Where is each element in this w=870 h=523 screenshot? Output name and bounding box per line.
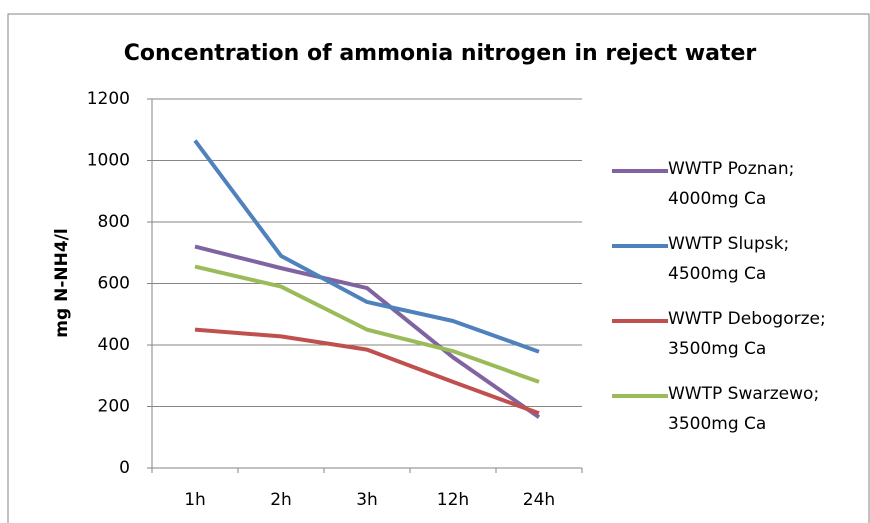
legend-swatch — [612, 244, 668, 248]
legend-item: WWTP Poznan; 4000mg Ca — [612, 158, 862, 233]
legend-label: WWTP Swarzewo; 3500mg Ca — [668, 384, 820, 434]
y-tick-label: 800 — [98, 212, 130, 232]
legend-label: WWTP Slupsk; 4500mg Ca — [668, 234, 790, 284]
x-tick-label: 3h — [356, 490, 378, 510]
series-line — [193, 139, 540, 354]
series-line — [194, 327, 540, 416]
y-tick-label: 600 — [98, 274, 130, 294]
x-tick-label: 2h — [270, 490, 292, 510]
y-axis-label: mg N-NH4/l — [52, 228, 72, 337]
legend-label: WWTP Debogorze; 3500mg Ca — [668, 309, 826, 359]
legend-swatch — [612, 169, 668, 173]
legend: WWTP Poznan; 4000mg Ca WWTP Slupsk; 4500m… — [612, 158, 862, 458]
legend-swatch — [612, 394, 668, 398]
y-tick-label: 1200 — [87, 89, 130, 109]
x-tick-label: 1h — [184, 490, 206, 510]
legend-swatch — [612, 319, 668, 323]
legend-item: WWTP Swarzewo; 3500mg Ca — [612, 383, 862, 458]
legend-item: WWTP Debogorze; 3500mg Ca — [612, 308, 862, 383]
series-line — [194, 264, 540, 384]
y-tick-label: 200 — [98, 397, 130, 417]
legend-label: WWTP Poznan; 4000mg Ca — [668, 159, 795, 209]
y-tick-label: 400 — [98, 335, 130, 355]
legend-item: WWTP Slupsk; 4500mg Ca — [612, 233, 862, 308]
chart-title: Concentration of ammonia nitrogen in rej… — [124, 41, 757, 66]
series-line — [194, 244, 541, 419]
y-tick-label: 1000 — [87, 151, 130, 171]
y-tick-label: 0 — [119, 458, 130, 478]
x-tick-label: 12h — [437, 490, 469, 510]
x-tick-label: 24h — [523, 490, 555, 510]
